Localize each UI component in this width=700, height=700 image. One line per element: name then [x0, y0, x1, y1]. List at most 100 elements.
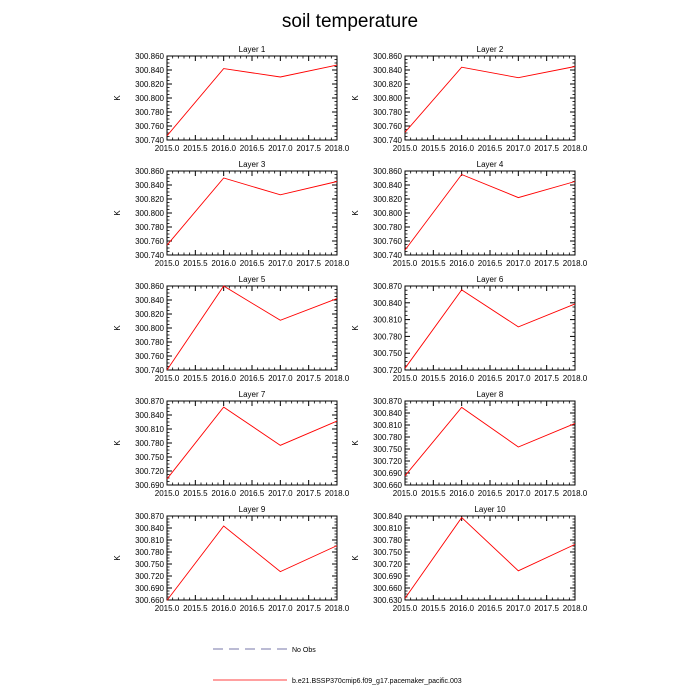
x-tick-label: 2015.0 — [393, 144, 418, 153]
x-tick-label: 2016.0 — [211, 374, 236, 383]
x-tick-label: 2018.0 — [563, 259, 588, 268]
plot-frame — [166, 170, 338, 256]
x-tick-label: 2016.5 — [478, 144, 503, 153]
x-tick-label: 2016.0 — [211, 489, 236, 498]
y-tick-label: 300.720 — [135, 572, 164, 581]
x-tick-label: 2016.0 — [449, 374, 474, 383]
y-tick-label: 300.810 — [135, 425, 164, 434]
legend-label-run: b.e21.BSSP370cmip6.f09_g17.pacemaker_pac… — [292, 678, 462, 685]
y-tick-label: 300.760 — [135, 122, 164, 131]
y-tick-label: 300.720 — [373, 560, 402, 569]
x-tick-label: 2016.0 — [211, 259, 236, 268]
panel-title: Layer 5 — [239, 275, 266, 284]
x-tick-label: 2017.5 — [534, 374, 559, 383]
x-tick-label: 2017.5 — [534, 259, 559, 268]
x-tick-label: 2016.5 — [240, 144, 265, 153]
x-tick-label: 2018.0 — [325, 489, 350, 498]
x-tick-label: 2016.0 — [449, 604, 474, 613]
x-tick-label: 2015.5 — [183, 374, 208, 383]
series-line — [166, 525, 338, 601]
x-tick-label: 2018.0 — [325, 144, 350, 153]
x-tick-label: 2017.0 — [506, 374, 531, 383]
x-tick-label: 2015.5 — [183, 259, 208, 268]
y-tick-label: 300.840 — [135, 66, 164, 75]
plot-frame — [404, 55, 576, 141]
y-axis-label: K — [351, 325, 360, 331]
y-tick-label: 300.820 — [135, 195, 164, 204]
y-axis-label: K — [113, 440, 122, 446]
x-tick-label: 2016.5 — [478, 604, 503, 613]
y-tick-label: 300.870 — [135, 512, 164, 521]
y-tick-label: 300.870 — [373, 397, 402, 406]
x-tick-label: 2015.5 — [421, 144, 446, 153]
x-tick-label: 2018.0 — [563, 489, 588, 498]
x-tick-label: 2015.0 — [393, 259, 418, 268]
y-tick-label: 300.840 — [135, 524, 164, 533]
x-tick-label: 2017.5 — [296, 604, 321, 613]
plot-frame — [404, 400, 576, 486]
y-tick-label: 300.870 — [135, 397, 164, 406]
y-axis-label: K — [113, 325, 122, 331]
y-axis-label: K — [351, 95, 360, 101]
y-tick-label: 300.860 — [373, 52, 402, 61]
y-tick-label: 300.800 — [135, 209, 164, 218]
y-tick-label: 300.820 — [373, 195, 402, 204]
y-axis-label: K — [351, 555, 360, 561]
plot-frame — [166, 400, 338, 486]
y-tick-label: 300.750 — [373, 445, 402, 454]
y-tick-label: 300.800 — [135, 324, 164, 333]
x-tick-label: 2015.0 — [393, 374, 418, 383]
x-tick-label: 2018.0 — [563, 604, 588, 613]
y-tick-label: 300.780 — [373, 223, 402, 232]
y-tick-label: 300.750 — [373, 349, 402, 358]
x-tick-label: 2017.5 — [534, 144, 559, 153]
x-tick-label: 2015.5 — [183, 489, 208, 498]
x-tick-label: 2015.5 — [421, 374, 446, 383]
y-tick-label: 300.660 — [135, 596, 164, 605]
x-tick-label: 2016.5 — [240, 374, 265, 383]
x-tick-label: 2017.0 — [506, 259, 531, 268]
panel-title: Layer 1 — [239, 45, 266, 54]
y-tick-label: 300.780 — [135, 439, 164, 448]
y-tick-label: 300.760 — [373, 122, 402, 131]
y-tick-label: 300.630 — [373, 596, 402, 605]
x-tick-label: 2016.5 — [478, 374, 503, 383]
y-tick-label: 300.780 — [373, 108, 402, 117]
plot-frame — [166, 285, 338, 371]
legend: No Obs b.e21.BSSP370cmip6.f09_g17.pacema… — [213, 647, 462, 685]
panel-title: Layer 4 — [477, 160, 504, 169]
x-tick-label: 2017.5 — [296, 259, 321, 268]
x-tick-label: 2016.0 — [449, 144, 474, 153]
series-line — [166, 177, 338, 246]
plot-frame — [166, 55, 338, 141]
series-line — [404, 289, 576, 369]
y-tick-label: 300.870 — [373, 282, 402, 291]
x-tick-label: 2017.0 — [506, 604, 531, 613]
x-tick-label: 2016.5 — [478, 489, 503, 498]
plot-frame — [404, 170, 576, 256]
y-tick-label: 300.740 — [373, 251, 402, 260]
x-tick-label: 2018.0 — [325, 374, 350, 383]
series-line — [166, 406, 338, 480]
x-tick-label: 2015.0 — [155, 489, 180, 498]
y-axis-label: K — [113, 210, 122, 216]
x-tick-label: 2015.0 — [155, 144, 180, 153]
y-tick-label: 300.860 — [135, 167, 164, 176]
y-tick-label: 300.860 — [135, 282, 164, 291]
y-tick-label: 300.720 — [135, 467, 164, 476]
y-axis-label: K — [113, 555, 122, 561]
y-tick-label: 300.840 — [373, 512, 402, 521]
y-tick-label: 300.780 — [373, 536, 402, 545]
series-line — [166, 64, 338, 137]
series-line — [404, 173, 576, 251]
x-tick-label: 2016.0 — [449, 259, 474, 268]
x-tick-label: 2015.5 — [183, 144, 208, 153]
y-tick-label: 300.760 — [135, 237, 164, 246]
y-tick-label: 300.780 — [135, 108, 164, 117]
